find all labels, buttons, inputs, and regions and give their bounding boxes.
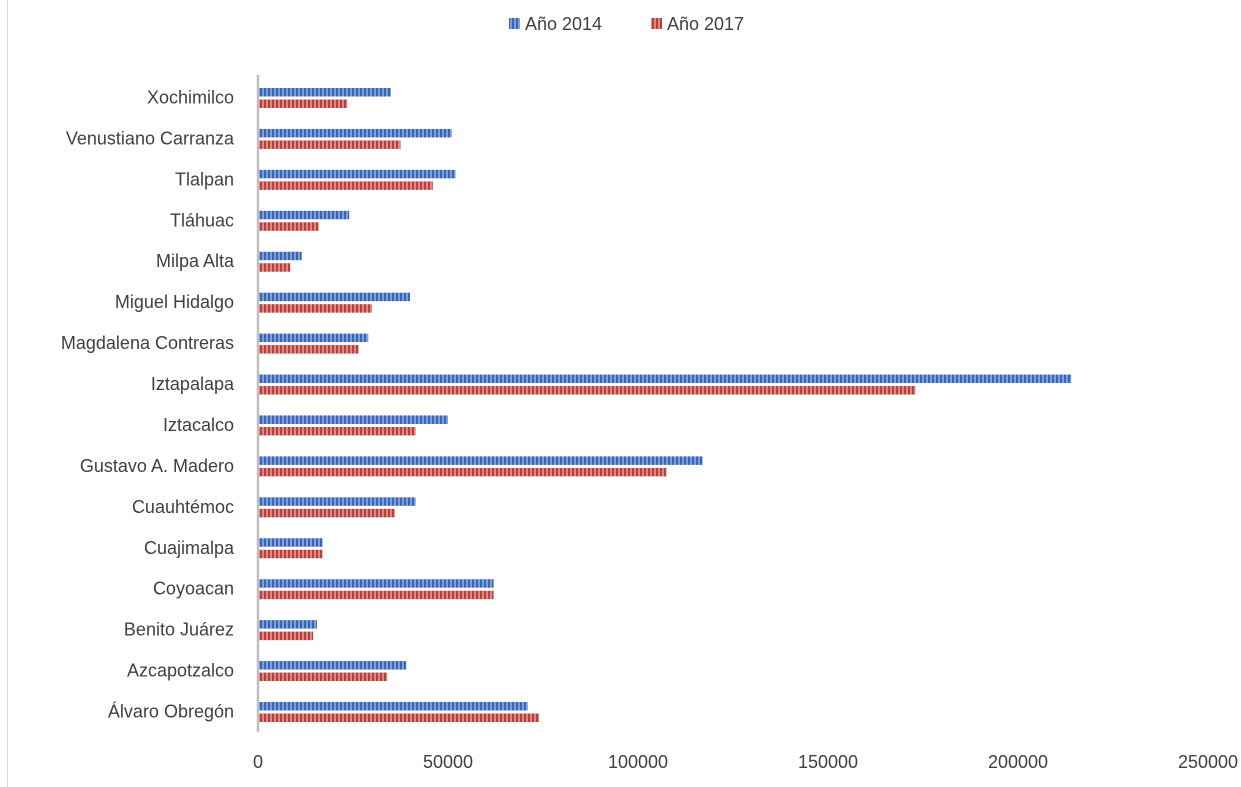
category-label-iztapalapa: Iztapalapa: [151, 374, 235, 394]
bar-2014-milpa-alta: [258, 251, 302, 261]
category-label-gustavo-a-madero: Gustavo A. Madero: [80, 456, 234, 476]
bar-2017-tlalpan: [258, 181, 433, 190]
bar-2017-azcapotzalco: [258, 672, 388, 682]
bar-2014-azcapotzalco: [258, 661, 407, 670]
legend-label-2017: Año 2017: [667, 14, 744, 34]
bar-2014-magdalena-contreras: [258, 333, 369, 343]
bar-2017-milpa-alta: [258, 263, 291, 272]
category-label-miguel-hidalgo: Miguel Hidalgo: [115, 292, 234, 312]
category-label-tlahuac: Tláhuac: [170, 210, 234, 230]
legend: Año 2014 Año 2017: [509, 14, 744, 34]
category-label-magdalena-contreras: Magdalena Contreras: [61, 333, 234, 353]
category-label-milpa-alta: Milpa Alta: [156, 251, 235, 271]
bar-2017-cuauhtemoc: [258, 508, 395, 518]
bar-2014-tlalpan: [258, 169, 456, 179]
category-label-iztacalco: Iztacalco: [163, 415, 234, 435]
bar-2017-magdalena-contreras: [258, 345, 359, 354]
bar-2014-gustavo-a-madero: [258, 456, 703, 465]
bar-2014-iztapalapa: [258, 374, 1072, 384]
legend-swatch-2017: [651, 18, 662, 29]
legend-swatch-2014: [509, 18, 520, 29]
bar-2017-cuajimalpa: [258, 549, 323, 559]
bar-2017-gustavo-a-madero: [258, 467, 667, 477]
bar-2014-coyoacan: [258, 579, 494, 588]
bar-2014-alvaro-obregon: [258, 702, 528, 711]
x-tick-label-150000: 150000: [798, 752, 858, 772]
bar-2014-cuajimalpa: [258, 538, 323, 547]
x-axis-tick-labels: 0 50000 100000 150000 200000 250000: [253, 752, 1238, 772]
bar-2017-miguel-hidalgo: [258, 304, 372, 313]
x-tick-label-100000: 100000: [608, 752, 668, 772]
bars-group: [258, 88, 1072, 722]
category-label-venustiano-carranza: Venustiano Carranza: [66, 128, 235, 148]
category-label-cuauhtemoc: Cuauhtémoc: [132, 497, 234, 517]
bar-2017-tlahuac: [258, 222, 319, 231]
category-label-cuajimalpa: Cuajimalpa: [144, 538, 235, 558]
legend-label-2014: Año 2014: [525, 14, 602, 34]
bar-2014-cuauhtemoc: [258, 497, 416, 506]
x-tick-label-200000: 200000: [988, 752, 1048, 772]
category-label-benito-juarez: Benito Juárez: [124, 620, 234, 640]
category-labels: Xochimilco Venustiano Carranza Tlalpan Tláh…: [61, 88, 235, 722]
bar-2017-xochimilco: [258, 99, 348, 108]
category-label-xochimilco: Xochimilco: [147, 88, 234, 108]
bar-2017-benito-juarez: [258, 631, 314, 641]
x-tick-label-250000: 250000: [1178, 752, 1238, 772]
bar-2014-venustiano-carranza: [258, 128, 452, 138]
x-tick-label-0: 0: [253, 752, 263, 772]
x-tick-label-50000: 50000: [423, 752, 473, 772]
bar-2014-xochimilco: [258, 88, 391, 97]
bar-2014-miguel-hidalgo: [258, 292, 410, 302]
bar-2014-benito-juarez: [258, 620, 317, 629]
bar-2017-iztapalapa: [258, 386, 916, 395]
category-label-azcapotzalco: Azcapotzalco: [127, 661, 234, 681]
bar-2014-iztacalco: [258, 415, 448, 424]
bar-2017-iztacalco: [258, 426, 416, 436]
bar-2017-coyoacan: [258, 590, 494, 600]
bar-2017-venustiano-carranza: [258, 140, 401, 149]
bar-2014-tlahuac: [258, 210, 350, 220]
bar-2017-alvaro-obregon: [258, 713, 540, 722]
category-label-coyoacan: Coyoacan: [153, 579, 234, 599]
category-label-alvaro-obregon: Álvaro Obregón: [108, 702, 234, 722]
category-label-tlalpan: Tlalpan: [175, 169, 234, 189]
